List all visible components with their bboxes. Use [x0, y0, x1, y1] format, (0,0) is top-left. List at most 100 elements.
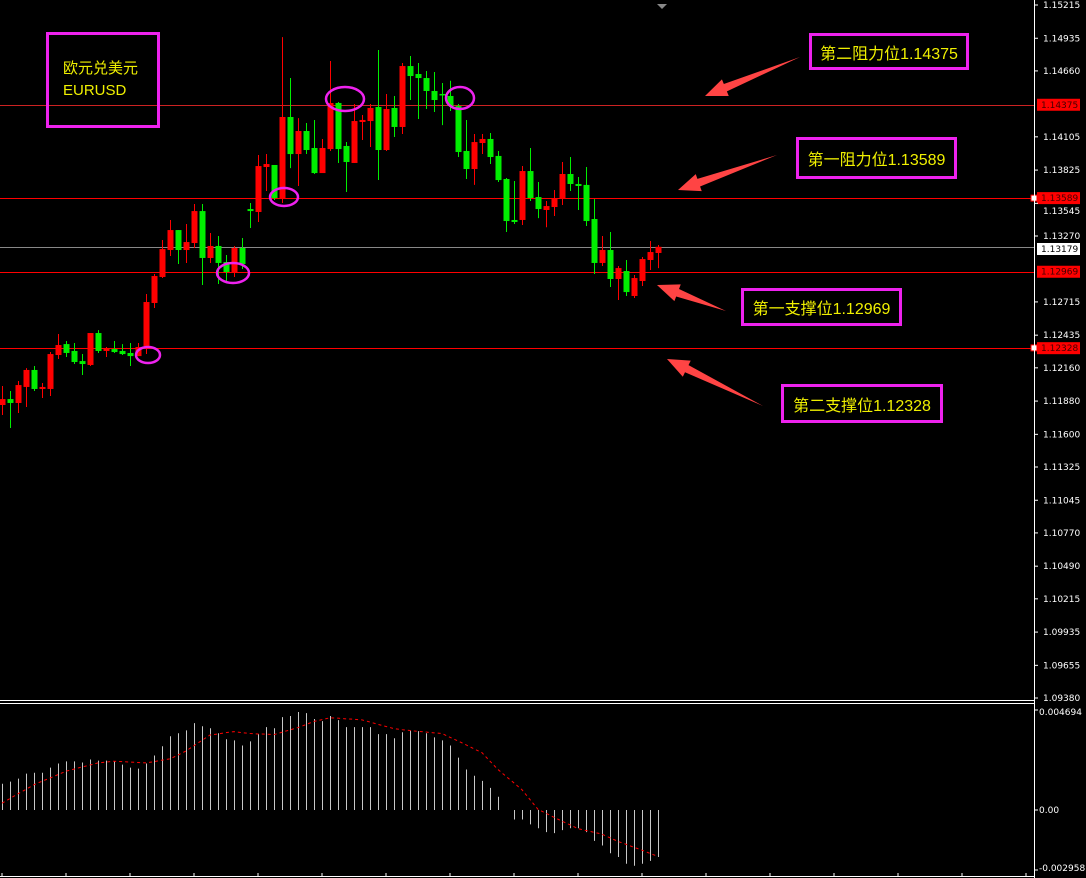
level-price-label-bg [1037, 342, 1080, 355]
bullish-candle [15, 385, 22, 403]
bullish-candle [143, 302, 150, 346]
bullish-candle [167, 230, 174, 251]
price-tick-label: 1.09935 [1043, 628, 1080, 638]
level-price-label: 1.12969 [1041, 268, 1078, 278]
bearish-candle [175, 230, 182, 251]
bullish-candle [103, 347, 110, 351]
bullish-candle [399, 66, 406, 127]
bullish-candle [327, 102, 334, 150]
level-price-label-bg [1037, 192, 1080, 205]
bullish-candle [559, 174, 566, 198]
bullish-candle [631, 278, 638, 296]
bullish-candle [255, 166, 262, 213]
level-price-label: 1.14375 [1041, 101, 1078, 111]
level-price-label: 1.12328 [1041, 344, 1078, 354]
bullish-candle [295, 131, 302, 155]
bearish-candle [591, 219, 598, 263]
bullish-candle [319, 147, 326, 174]
bullish-candle [543, 206, 550, 210]
price-tick-label: 1.09655 [1043, 661, 1080, 671]
bearish-candle [431, 90, 438, 101]
bullish-candle [207, 245, 214, 258]
bullish-candle [231, 247, 238, 272]
bearish-candle [487, 138, 494, 158]
bearish-candle [567, 174, 574, 184]
bearish-candle [247, 209, 254, 212]
bearish-candle [223, 262, 230, 272]
bullish-candle [191, 211, 198, 244]
bearish-candle [447, 95, 454, 107]
bullish-candle [351, 121, 358, 163]
bearish-candle [127, 352, 134, 357]
bearish-candle [415, 74, 422, 79]
bullish-candle [55, 345, 62, 356]
highlight-ellipse [444, 85, 476, 111]
price-tick-label: 1.12435 [1043, 331, 1080, 341]
support-1-label: 第一支撑位1.12969 [741, 288, 902, 326]
chart-frame [0, 0, 1035, 878]
bullish-candle [151, 276, 158, 303]
support-2-text: 第二支撑位1.12328 [793, 397, 931, 415]
bullish-candle [279, 116, 286, 198]
bearish-candle [343, 145, 350, 163]
level-price-label-bg [1037, 98, 1080, 111]
bearish-candle [303, 131, 310, 151]
macd-panel [1, 712, 659, 866]
arrow-icon [657, 284, 726, 311]
price-tick-label: 1.14105 [1043, 133, 1080, 143]
price-axis: 1.15215 1.14935 1.14660 1.14375 1.14105 1.138… [1034, 1, 1080, 704]
bearish-candle [271, 164, 278, 198]
bullish-candle [23, 369, 30, 387]
current-price-label: 1.13179 [1041, 245, 1078, 255]
bullish-candle [639, 259, 646, 282]
bullish-candle [39, 386, 46, 389]
resistance-1-text: 第一阻力位1.13589 [807, 152, 946, 169]
resistance-2-label: 第二阻力位1.14375 [809, 33, 969, 70]
price-tick-label: 1.11325 [1043, 463, 1080, 473]
macd-tick-label: 0.004694 [1039, 708, 1082, 718]
bearish-candle [119, 350, 126, 355]
bearish-candle [7, 399, 14, 403]
bullish-candle [183, 242, 190, 251]
bearish-candle [623, 271, 630, 293]
level-price-label: 1.13589 [1041, 194, 1078, 204]
macd-signal-line [1, 717, 659, 857]
highlight-ellipse [324, 85, 366, 113]
bullish-candle [159, 249, 166, 277]
price-tick-label: 1.11600 [1043, 430, 1080, 440]
highlight-ellipse [268, 186, 300, 208]
chart-shift-marker-icon[interactable] [657, 4, 667, 9]
bullish-candle [383, 109, 390, 151]
bearish-candle [311, 147, 318, 174]
bearish-candle [239, 247, 246, 265]
candles [0, 37, 662, 429]
drawn-annotations [134, 57, 800, 406]
bullish-candle [519, 171, 526, 220]
bearish-candle [527, 171, 534, 198]
macd-tick-label: 0.00 [1039, 806, 1059, 816]
bullish-candle [551, 197, 558, 208]
bullish-candle [367, 107, 374, 122]
instrument-symbol: EURUSD [63, 82, 127, 99]
bullish-candle [479, 138, 486, 144]
price-tick-label: 1.10215 [1043, 595, 1080, 605]
level-price-label-bg [1037, 265, 1080, 278]
bearish-candle [607, 250, 614, 279]
bearish-candle [495, 155, 502, 181]
bullish-candle [471, 142, 478, 170]
bearish-candle [375, 107, 382, 151]
bullish-candle [599, 250, 606, 263]
price-tick-label: 1.13270 [1043, 232, 1080, 242]
bearish-candle [215, 245, 222, 263]
bearish-candle [199, 211, 206, 258]
bullish-candle [655, 246, 662, 253]
price-tick-label: 1.11880 [1043, 397, 1080, 407]
price-tick-label: 1.15215 [1043, 1, 1080, 11]
price-tick-label: 1.12160 [1043, 364, 1080, 374]
price-tick-label: 1.13825 [1043, 166, 1080, 176]
bullish-candle [87, 333, 94, 365]
arrow-icon [705, 57, 800, 96]
resistance-1-label: 第一阻力位1.13589 [796, 137, 957, 179]
